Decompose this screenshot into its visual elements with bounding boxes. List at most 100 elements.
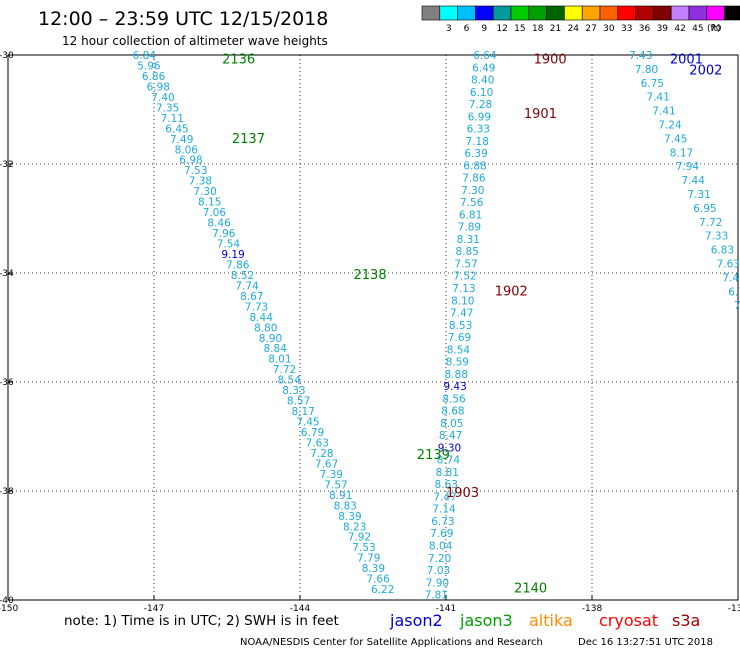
- wave-height-value: 9.19: [221, 249, 244, 261]
- wave-height-value: 7.33: [705, 231, 728, 243]
- wave-height-value: 8.74: [437, 455, 461, 467]
- colorbar-tick-label: 42: [674, 24, 685, 34]
- wave-height-value: 7.41: [647, 92, 670, 104]
- wave-height-value: 6.81: [459, 209, 482, 221]
- wave-height-values: 6.845.966.866.987.407.357.116.457.498.06…: [133, 50, 740, 602]
- colorbar-swatch: [421, 5, 441, 21]
- colorbar-tick-label: 33: [621, 24, 632, 34]
- wave-height-value: 7.06: [203, 207, 227, 219]
- pass-number-label: 2001: [670, 53, 703, 68]
- wave-height-value: 6.22: [371, 584, 394, 596]
- wave-height-value: 6.75: [641, 78, 664, 90]
- chart-subtitle: 12 hour collection of altimeter wave hei…: [62, 34, 328, 48]
- wave-height-value: 7.35: [156, 102, 179, 114]
- wave-height-value: 6.95: [693, 203, 716, 215]
- footer-credit: NOAA/NESDIS Center for Satellite Applica…: [240, 637, 543, 648]
- wave-height-value: 8.88: [445, 369, 468, 381]
- wave-height-value: 7.28: [469, 99, 492, 111]
- wave-height-value: 7.66: [366, 574, 390, 586]
- legend-cryosat: cryosat: [599, 611, 658, 630]
- wave-height-value: 6.84: [133, 50, 157, 62]
- wave-height-value: 6.99: [468, 111, 491, 123]
- y-tick-label: -32: [0, 160, 14, 170]
- x-tick-label: -141: [436, 604, 456, 614]
- wave-height-value: 7.41: [652, 106, 675, 118]
- wave-height-value: 7.89: [458, 222, 481, 234]
- colorbar-swatch: [724, 5, 740, 21]
- axis-ticks: -150 -147 -144 -141 -138 -135 -30 -32 -34 -36 -38 -…: [0, 51, 740, 614]
- y-tick-label: -38: [0, 487, 14, 497]
- wave-height-value: 8.83: [334, 500, 357, 512]
- footer-timestamp: Dec 16 13:27:51 UTC 2018: [578, 637, 713, 648]
- wave-height-value: 8.31: [457, 234, 480, 246]
- wave-height-value: 7.31: [687, 189, 710, 201]
- wave-height-value: 8.47: [439, 430, 462, 442]
- pass-number-label: 2002: [689, 64, 722, 79]
- colorbar-tick-label: 39: [657, 24, 669, 34]
- wave-height-value: 8.06: [175, 144, 199, 156]
- colorbar-tick-label: 45: [692, 24, 703, 34]
- wave-height-value: 6.10: [470, 87, 493, 99]
- colorbar-swatch: [635, 5, 654, 21]
- wave-height-value: 7.30: [461, 185, 484, 197]
- y-tick-label: -30: [0, 51, 14, 61]
- colorbar-tick-label: 70: [710, 24, 722, 34]
- wave-height-value: 7.92: [348, 532, 371, 544]
- x-tick-label: -150: [0, 604, 18, 614]
- wave-height-value: 7.80: [635, 64, 658, 76]
- wave-height-value: 7.73: [245, 301, 268, 313]
- colorbar-tick-label: 21: [550, 24, 561, 34]
- colorbar-swatch: [688, 5, 708, 21]
- chart-title: 12:00 – 23:59 UTC 12/15/2018: [38, 8, 328, 30]
- wave-height-value: 7.54: [217, 239, 241, 251]
- wave-height-value: 7.57: [454, 259, 477, 271]
- colorbar-unit: (ft): [707, 24, 721, 34]
- wave-height-value: 8.53: [449, 320, 472, 332]
- pass-number-label: 1902: [495, 284, 528, 299]
- wave-height-value: 8.63: [435, 479, 458, 491]
- colorbar-tick-label: 30: [603, 24, 615, 34]
- wave-height-value: 7.67: [315, 458, 338, 470]
- colorbar-swatch: [653, 5, 672, 21]
- wave-height-value: 6.98: [179, 155, 202, 167]
- colorbar-tick-label: 3: [446, 24, 452, 34]
- wave-height-value: 7.30: [193, 186, 216, 198]
- wave-height-value: 7.45: [296, 417, 319, 429]
- colorbar-tick-label: 36: [639, 24, 651, 34]
- y-tick-label: -36: [0, 378, 14, 388]
- colorbar-swatch: [706, 5, 725, 21]
- wave-height-value: 7.53: [184, 165, 207, 177]
- wave-height-value: 6.86: [142, 71, 166, 83]
- wave-height-value: 8.90: [259, 333, 282, 345]
- wave-height-value: 7.45: [664, 133, 687, 145]
- wave-height-value: 7.86: [226, 260, 250, 272]
- wave-height-value: 6.79: [301, 427, 324, 439]
- x-tick-label: -135: [728, 604, 740, 614]
- wave-height-value: 7.94: [676, 161, 700, 173]
- wave-height-value: 7.96: [212, 228, 236, 240]
- wave-height-value: 7.86: [462, 173, 486, 185]
- colorbar-swatch: [457, 5, 476, 21]
- wave-height-value: 7.81: [425, 590, 448, 602]
- satellite-legend: jason2 jason3 altika cryosat s3a: [389, 611, 700, 630]
- colorbar-tick-label: 12: [496, 24, 507, 34]
- pass-labels: 2136 2137 2138 2139 2140 1900 1901 1902 1903 2001…: [222, 53, 722, 597]
- colorbar-swatch: [617, 5, 636, 21]
- wave-height-value: 6.33: [467, 124, 490, 136]
- legend-jason2: jason2: [389, 611, 443, 630]
- wave-height-value: 7.44: [682, 175, 706, 187]
- wave-height-value: 7.79: [357, 553, 380, 565]
- colorbar-swatch: [546, 5, 565, 21]
- wave-height-value: 7.11: [161, 113, 184, 125]
- colorbar-swatch: [492, 5, 512, 21]
- wave-height-value: 7.63: [306, 438, 329, 450]
- colorbar-swatch: [599, 5, 619, 21]
- pass-number-label: 1901: [524, 107, 557, 122]
- pass-number-label: 2137: [232, 132, 265, 147]
- wave-height-value: 8.17: [292, 406, 315, 418]
- colorbar-swatch: [528, 5, 547, 21]
- wave-height-value: 7.72: [699, 217, 722, 229]
- pass-number-label: 2140: [514, 581, 547, 596]
- wave-height-value: 7.69: [448, 332, 471, 344]
